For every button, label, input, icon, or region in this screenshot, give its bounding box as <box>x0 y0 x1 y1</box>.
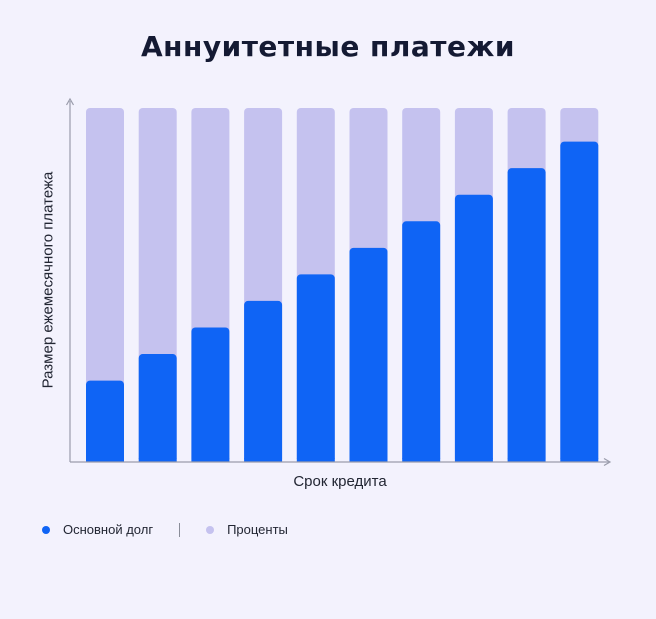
chart-title: Аннуитетные платежи <box>140 30 516 63</box>
bar-principal-base <box>86 458 124 462</box>
bar-principal-base <box>402 458 441 462</box>
y-axis-arrow <box>65 97 75 106</box>
legend-swatch-principal <box>42 525 50 534</box>
bar-principal-base <box>507 458 546 462</box>
legend: Основной долг Проценты <box>42 522 288 537</box>
bar-principal <box>244 300 283 462</box>
bar-principal-base <box>296 458 335 462</box>
legend-label-principal: Основной долг <box>63 522 154 537</box>
axes <box>65 97 612 467</box>
bar-principal <box>402 221 441 462</box>
legend-swatch-interest <box>206 525 215 534</box>
bar-interest <box>86 108 124 462</box>
bar-principal <box>349 247 388 462</box>
bar-principal <box>191 327 230 462</box>
bar-principal-base <box>454 458 493 462</box>
bar-principal-base <box>138 458 177 462</box>
bar-principal-base <box>349 458 388 462</box>
legend-item-interest: Проценты <box>206 522 288 537</box>
bar-principal-base <box>560 458 599 462</box>
legend-separator <box>179 522 181 537</box>
bar-principal <box>296 274 335 462</box>
legend-item-principal: Основной долг <box>42 522 153 537</box>
bar-principal <box>138 354 177 462</box>
bar-principal <box>86 380 124 462</box>
x-axis-arrow <box>603 457 612 467</box>
bars-group <box>86 108 599 463</box>
legend-label-interest: Проценты <box>227 522 288 537</box>
bar-principal <box>507 168 546 462</box>
x-axis-label: Срок кредита <box>293 473 387 490</box>
bar-principal <box>454 194 493 463</box>
bar-principal <box>560 141 599 462</box>
bar-principal-base <box>191 458 230 462</box>
bar-principal-base <box>244 458 283 462</box>
